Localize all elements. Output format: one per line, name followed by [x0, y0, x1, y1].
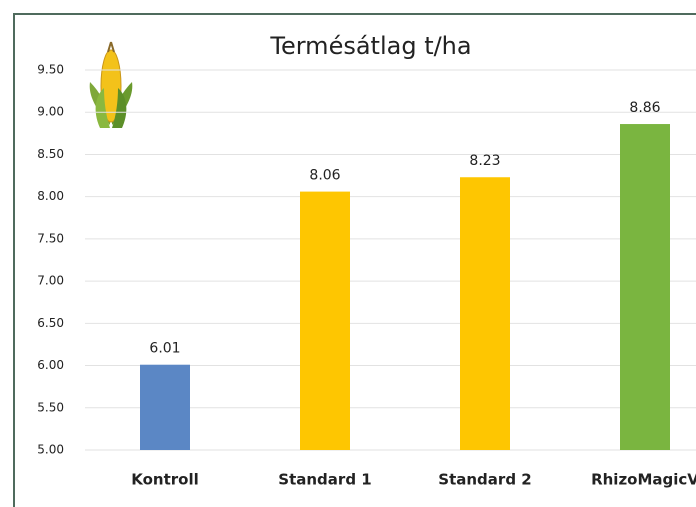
bar: [460, 177, 510, 450]
x-tick-label: RhizoMagicV: [591, 471, 696, 489]
y-tick-label: 6.50: [37, 316, 64, 330]
y-tick-label: 8.50: [37, 147, 64, 161]
y-tick-label: 5.00: [37, 443, 64, 457]
y-tick-label: 9.50: [37, 63, 64, 77]
value-label: 8.06: [309, 168, 340, 184]
y-tick-label: 8.00: [37, 189, 64, 203]
y-tick-label: 7.50: [37, 231, 64, 245]
bar: [140, 364, 190, 450]
bar: [620, 124, 670, 451]
bar: [300, 191, 350, 450]
x-tick-label: Standard 2: [438, 471, 531, 489]
value-label: 8.23: [469, 153, 500, 169]
chart-title: Termésátlag t/ha: [269, 32, 471, 60]
value-label: 8.86: [629, 100, 660, 116]
y-tick-label: 6.00: [37, 358, 64, 372]
x-tick-label: Standard 1: [278, 471, 371, 489]
value-label: 6.01: [149, 341, 180, 357]
x-tick-label: Kontroll: [131, 471, 199, 489]
corn-icon: [89, 41, 133, 128]
y-tick-label: 5.50: [37, 400, 64, 414]
y-tick-label: 7.00: [37, 274, 64, 288]
y-tick-label: 9.00: [37, 105, 64, 119]
